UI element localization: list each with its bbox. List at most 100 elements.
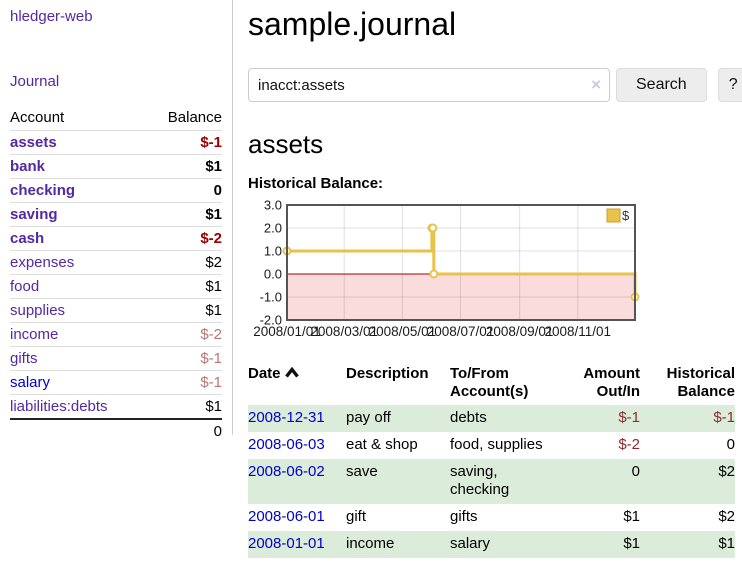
transaction-balance: $-1: [640, 405, 735, 432]
historical-balance-chart: $3.0 2.0 1.0 0.0 -1.0 -2.0 2008/01/01 2008/03/0…: [248, 198, 742, 347]
transaction-balance: $2: [640, 459, 735, 504]
sidebar-account-supplies[interactable]: supplies: [10, 302, 66, 319]
legend-label: $: [622, 208, 630, 223]
main-content: sample.journal × Search ? assets Histori…: [233, 0, 742, 558]
transaction-accounts: salary: [450, 531, 578, 558]
transaction-description: pay off: [346, 405, 450, 432]
transaction-row: 2008-06-01 gift gifts $1 $2: [248, 504, 735, 531]
x-tick-label: 2008/05/01: [369, 324, 437, 339]
negative-region: [287, 274, 635, 320]
transaction-balance: 0: [726, 436, 735, 453]
app-brand-link[interactable]: hledger-web: [10, 8, 93, 25]
sidebar-item-journal[interactable]: Journal: [10, 73, 60, 90]
column-header-accounts: To/From Account(s): [450, 365, 529, 400]
transaction-description: income: [346, 531, 450, 558]
transaction-date-link[interactable]: 2008-01-01: [248, 535, 325, 552]
accounts-total-row: 0: [10, 418, 222, 443]
transaction-row: 2008-06-02 save saving, checking 0 $2: [248, 459, 735, 504]
transaction-balance: $2: [718, 508, 735, 525]
search-button[interactable]: Search: [616, 68, 707, 102]
transaction-description: gift: [346, 508, 367, 525]
account-balance: $-1: [146, 130, 222, 155]
sidebar-account-food[interactable]: food: [10, 278, 40, 295]
transaction-amount: $1: [623, 508, 640, 525]
transaction-date-link[interactable]: 2008-12-31: [248, 409, 325, 426]
sidebar-account-assets[interactable]: assets: [10, 134, 57, 151]
account-balance: $1: [146, 202, 222, 227]
account-balance: $-1: [146, 346, 222, 371]
transaction-balance: $1: [640, 531, 735, 558]
chart-canvas: $3.0 2.0 1.0 0.0 -1.0 -2.02008/01/012008/03/0…: [253, 198, 640, 339]
sidebar-account-income[interactable]: income: [10, 326, 59, 343]
transaction-accounts: food, supplies: [450, 436, 543, 453]
account-row: supplies $1: [10, 298, 222, 323]
data-point-marker: [428, 223, 438, 233]
sidebar-account-salary[interactable]: salary: [10, 374, 51, 391]
account-balance: $-1: [146, 370, 222, 395]
sidebar: hledger-web Journal Account Balance asse…: [0, 0, 233, 443]
account-balance: 0: [146, 178, 222, 203]
account-row: food $1: [10, 274, 222, 299]
chart-title: Historical Balance:: [248, 175, 384, 192]
sidebar-account-checking[interactable]: checking: [10, 182, 76, 199]
accounts-total-value: 0: [146, 418, 222, 443]
account-balance: $-2: [146, 226, 222, 251]
search-box: ×: [248, 68, 610, 102]
date-header-label: Date: [248, 365, 281, 382]
search-row: × Search ?: [248, 68, 742, 102]
column-header-balance: Historical Balance: [666, 365, 735, 400]
transaction-date-link[interactable]: 2008-06-03: [248, 436, 325, 453]
data-point-marker: [429, 269, 439, 279]
account-row: expenses $2: [10, 250, 222, 275]
transaction-date-link[interactable]: 2008-06-02: [248, 463, 325, 480]
plot-border: [286, 204, 636, 321]
transaction-row: 2008-12-31 pay off debts $-1 $-1: [248, 405, 735, 432]
account-balance: $-2: [146, 322, 222, 347]
sidebar-account-liabilities-debts[interactable]: liabilities:debts: [10, 398, 108, 415]
account-balance: $1: [146, 274, 222, 299]
transaction-amount: $-1: [578, 405, 640, 432]
column-header-amount: Amount Out/In: [583, 365, 640, 400]
account-row: liabilities:debts $1: [10, 394, 222, 419]
transaction-description: save: [346, 459, 450, 504]
account-heading: assets: [248, 129, 324, 159]
account-row: saving $1: [10, 202, 222, 227]
column-header-date[interactable]: Date: [248, 363, 346, 405]
sidebar-account-cash[interactable]: cash: [10, 230, 45, 247]
sidebar-account-gifts[interactable]: gifts: [10, 350, 38, 367]
y-tick-label: -2.0: [260, 313, 282, 328]
account-row: checking 0: [10, 178, 222, 203]
help-button[interactable]: ?: [717, 68, 742, 102]
account-balance: $1: [146, 394, 222, 419]
account-row: salary $-1: [10, 370, 222, 395]
legend-swatch: [606, 208, 621, 223]
sidebar-account-bank[interactable]: bank: [10, 158, 46, 175]
transaction-accounts: gifts: [450, 508, 478, 525]
transaction-amount: $1: [578, 531, 640, 558]
transaction-accounts: saving, checking: [450, 459, 578, 504]
clear-search-icon[interactable]: ×: [591, 75, 601, 94]
transaction-date-link[interactable]: 2008-06-01: [248, 508, 325, 525]
app-layout: hledger-web Journal Account Balance asse…: [0, 0, 742, 558]
search-input[interactable]: [248, 68, 610, 102]
transaction-amount: 0: [578, 459, 640, 504]
account-row: assets $-1: [10, 130, 222, 155]
y-tick-label: 1.0: [264, 244, 282, 259]
account-row: income $-2: [10, 322, 222, 347]
y-tick-label: 0.0: [264, 267, 282, 282]
sort-ascending-icon: [284, 365, 299, 383]
account-row: gifts $-1: [10, 346, 222, 371]
transaction-row: 2008-01-01 income salary $1 $1: [248, 531, 735, 558]
transaction-row: 2008-06-03 eat & shop food, supplies $-2 0: [248, 432, 735, 459]
x-tick-label: 2008/09/01: [486, 324, 554, 339]
y-tick-label: 3.0: [264, 200, 282, 213]
sidebar-account-expenses[interactable]: expenses: [10, 254, 75, 271]
transaction-amount: $-2: [618, 436, 640, 453]
sidebar-account-saving[interactable]: saving: [10, 206, 58, 223]
account-balance: $2: [146, 250, 222, 275]
accounts-header-balance: Balance: [167, 109, 222, 126]
x-tick-label: 2008/07/01: [427, 324, 495, 339]
x-tick-label: 2008/03/01: [310, 324, 378, 339]
transactions-table: Date Description To/From Account(s) Amou…: [248, 363, 735, 558]
account-row: bank $1: [10, 154, 222, 179]
